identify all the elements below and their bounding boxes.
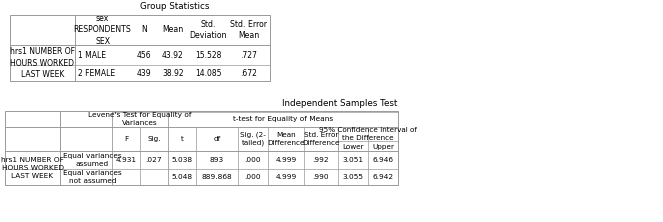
Text: 95% Confidence Interval of
the Difference: 95% Confidence Interval of the Differenc… (319, 127, 417, 141)
Text: 14.085: 14.085 (195, 69, 221, 77)
Text: Lower: Lower (342, 144, 364, 150)
Text: Equal variances
not assumed: Equal variances not assumed (63, 170, 121, 184)
Text: 43.92: 43.92 (162, 50, 184, 59)
Text: 889.868: 889.868 (202, 174, 232, 180)
Text: t-test for Equality of Means: t-test for Equality of Means (233, 116, 333, 122)
Text: Std. Error
Difference: Std. Error Difference (302, 132, 339, 146)
Text: Sig. (2-
tailed): Sig. (2- tailed) (240, 132, 266, 146)
Text: 1 MALE: 1 MALE (78, 50, 106, 59)
Text: t: t (180, 136, 184, 142)
Text: Independent Samples Test: Independent Samples Test (282, 99, 398, 107)
Text: .000: .000 (245, 174, 261, 180)
Text: Mean: Mean (162, 26, 184, 34)
Text: hrs1 NUMBER OF
HOURS WORKED
LAST WEEK: hrs1 NUMBER OF HOURS WORKED LAST WEEK (1, 157, 64, 178)
Text: 6.946: 6.946 (373, 157, 394, 163)
Text: Mean
Difference: Mean Difference (267, 132, 305, 146)
Text: .672: .672 (241, 69, 257, 77)
Text: Std.
Deviation: Std. Deviation (189, 20, 227, 40)
Text: .000: .000 (245, 157, 261, 163)
Text: .990: .990 (313, 174, 330, 180)
Text: 3.055: 3.055 (343, 174, 363, 180)
Text: 893: 893 (210, 157, 224, 163)
Text: 5.048: 5.048 (172, 174, 192, 180)
Text: 456: 456 (137, 50, 151, 59)
Text: Sig.: Sig. (147, 136, 160, 142)
Text: 4.999: 4.999 (275, 157, 296, 163)
Text: 5.038: 5.038 (172, 157, 192, 163)
Text: 3.051: 3.051 (342, 157, 363, 163)
Text: 4.931: 4.931 (115, 157, 137, 163)
Text: Upper: Upper (372, 144, 394, 150)
Text: df: df (213, 136, 221, 142)
Text: 15.528: 15.528 (195, 50, 221, 59)
Text: 4.999: 4.999 (275, 174, 296, 180)
Bar (10, 15, 270, 81)
Text: F: F (124, 136, 128, 142)
Text: 38.92: 38.92 (162, 69, 184, 77)
Text: Levene's Test for Equality of
Variances: Levene's Test for Equality of Variances (88, 112, 192, 126)
Text: .727: .727 (241, 50, 257, 59)
Text: hrs1 NUMBER OF
HOURS WORKED
LAST WEEK: hrs1 NUMBER OF HOURS WORKED LAST WEEK (10, 48, 75, 79)
Text: .027: .027 (146, 157, 162, 163)
Text: 439: 439 (137, 69, 151, 77)
Text: sex
RESPONDENTS
SEX: sex RESPONDENTS SEX (74, 14, 131, 46)
Text: 2 FEMALE: 2 FEMALE (78, 69, 115, 77)
Bar (5, 111, 398, 185)
Text: Equal variances
assumed: Equal variances assumed (63, 153, 121, 167)
Text: Std. Error
Mean: Std. Error Mean (231, 20, 267, 40)
Text: 6.942: 6.942 (373, 174, 394, 180)
Text: .992: .992 (313, 157, 330, 163)
Text: N: N (141, 26, 147, 34)
Text: Group Statistics: Group Statistics (141, 2, 210, 12)
